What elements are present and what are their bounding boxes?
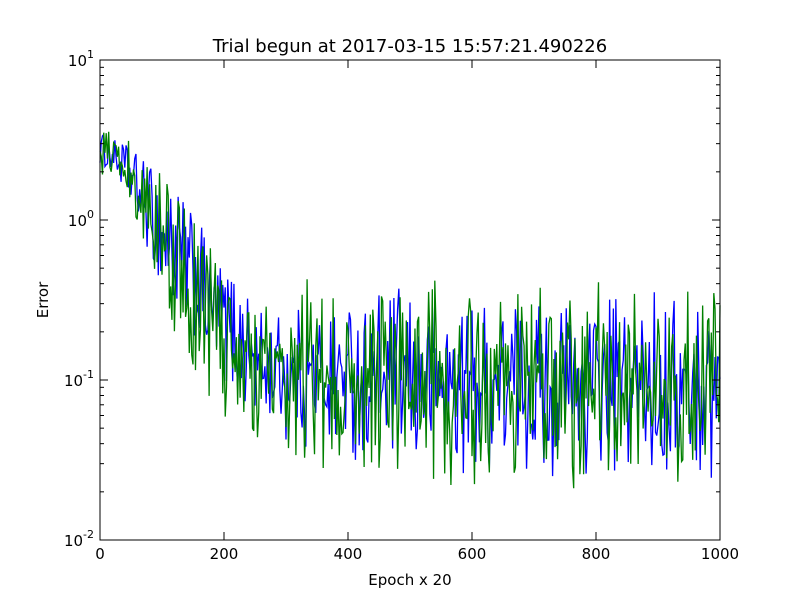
y-tick-base: 10	[68, 52, 87, 70]
y-axis-label: Error	[34, 281, 52, 318]
y-tick-label: 10-1	[64, 368, 94, 390]
x-tick-label: 800	[582, 545, 611, 563]
y-tick-label: 100	[68, 208, 94, 230]
series-green-line	[99, 131, 721, 489]
x-axis-label: Epoch x 20	[368, 571, 451, 589]
y-tick-exponent: -1	[83, 368, 94, 381]
y-tick-base: 10	[64, 372, 83, 390]
plot-series-group	[99, 131, 721, 489]
x-tick-label: 600	[458, 545, 487, 563]
plot-frame	[99, 59, 721, 541]
x-tick-label: 400	[334, 545, 363, 563]
chart-title: Trial begun at 2017-03-15 15:57:21.49022…	[212, 36, 607, 57]
y-tick-base: 10	[68, 212, 87, 230]
y-tick-label: 10-2	[64, 528, 94, 550]
y-tick-base: 10	[64, 532, 83, 550]
x-tick-label: 1000	[701, 545, 739, 563]
x-tick-label: 0	[95, 545, 105, 563]
x-tick-label: 200	[210, 545, 239, 563]
y-tick-exponent: -2	[83, 528, 94, 541]
y-tick-exponent: 0	[87, 208, 94, 221]
y-tick-exponent: 1	[87, 48, 94, 61]
y-tick-label: 101	[68, 48, 94, 70]
